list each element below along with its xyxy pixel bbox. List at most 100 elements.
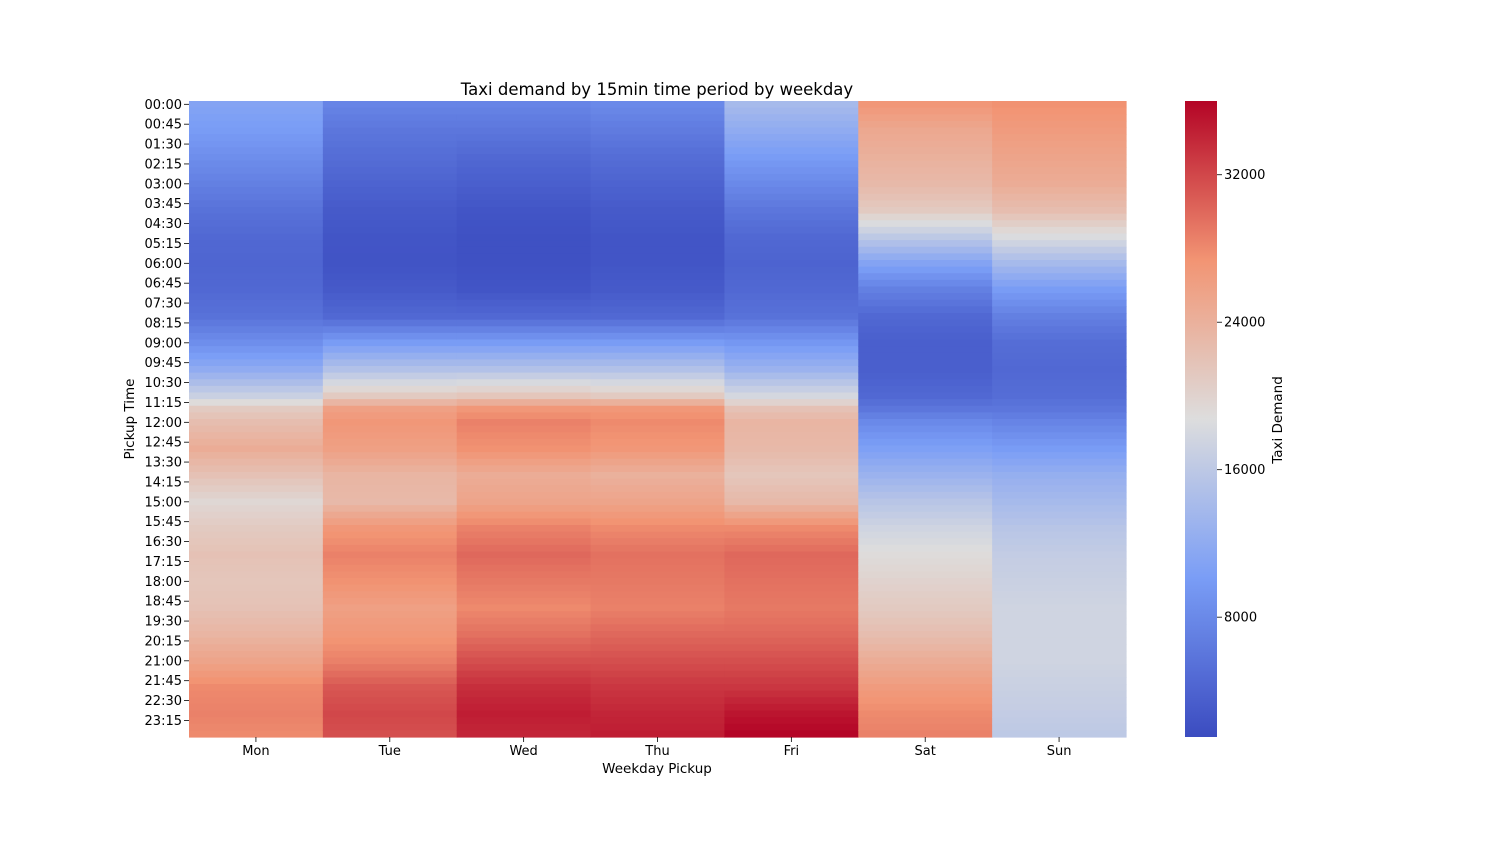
heatmap-cell <box>590 134 726 142</box>
heatmap-cell <box>590 650 726 659</box>
heatmap-cell <box>322 193 458 201</box>
heatmap-cell <box>189 385 324 394</box>
heatmap-cell <box>322 293 458 301</box>
heatmap-cell <box>858 690 993 698</box>
heatmap-cell <box>456 140 592 148</box>
heatmap-cell <box>858 432 993 440</box>
heatmap-cell <box>456 578 592 586</box>
heatmap-cell <box>456 710 592 718</box>
heatmap-cell <box>858 425 993 433</box>
heatmap-cell <box>724 584 859 592</box>
heatmap-cell <box>724 472 859 480</box>
heatmap-cell <box>590 438 726 447</box>
heatmap-cell <box>456 584 592 592</box>
heatmap-cell <box>858 352 993 360</box>
heatmap-cell <box>992 226 1127 235</box>
heatmap-cell <box>858 319 993 327</box>
heatmap-cell <box>992 425 1127 433</box>
heatmap-cell <box>858 611 993 619</box>
heatmap-cell <box>724 525 859 533</box>
heatmap-cell <box>456 425 592 433</box>
heatmap-cell <box>322 505 458 513</box>
heatmap-cell <box>189 710 324 718</box>
heatmap-cell <box>858 438 993 447</box>
heatmap-cell <box>189 372 324 380</box>
heatmap-cell <box>724 273 859 281</box>
heatmap-cell <box>322 213 458 221</box>
heatmap-cell <box>858 372 993 380</box>
heatmap-cell <box>858 147 993 155</box>
heatmap-cell <box>590 637 726 645</box>
heatmap-cell <box>590 392 726 400</box>
heatmap-cell <box>322 465 458 473</box>
heatmap-cell <box>992 147 1127 155</box>
heatmap-cell <box>590 160 726 168</box>
heatmap-cell <box>590 631 726 639</box>
colorbar-tick-label: 16000 <box>1224 463 1265 478</box>
heatmap-cell <box>858 167 993 175</box>
heatmap-cell <box>456 432 592 440</box>
heatmap-cell <box>322 200 458 208</box>
heatmap-cell <box>189 584 324 592</box>
heatmap-cell <box>590 240 726 248</box>
colorbar: 8000 16000 24000 32000 Taxi Demand <box>1185 101 1286 737</box>
heatmap-cell <box>992 723 1127 731</box>
heatmap-cell <box>858 465 993 473</box>
heatmap-cell <box>189 511 324 519</box>
heatmap-cell <box>189 611 324 619</box>
heatmap-cell <box>322 438 458 447</box>
heatmap-cell <box>456 392 592 400</box>
heatmap-cell <box>724 187 859 195</box>
heatmap-cell <box>858 279 993 288</box>
heatmap-cell <box>322 266 458 274</box>
heatmap-cell <box>992 352 1127 360</box>
heatmap-cell <box>858 511 993 519</box>
heatmap-cell <box>322 564 458 572</box>
heatmap-cell <box>992 419 1127 427</box>
heatmap-cell <box>590 551 726 559</box>
heatmap-cell <box>858 458 993 466</box>
heatmap-cell <box>590 372 726 380</box>
heatmap-cell <box>189 631 324 639</box>
heatmap-cell <box>590 690 726 698</box>
heatmap-cell <box>322 478 458 486</box>
heatmap-cell <box>858 703 993 712</box>
heatmap-cell <box>456 452 592 460</box>
y-tick-label: 16:30 <box>145 535 182 550</box>
heatmap-cell <box>189 213 324 221</box>
heatmap-cell <box>992 644 1127 652</box>
heatmap-cell <box>456 730 592 738</box>
heatmap-cell <box>724 101 859 109</box>
heatmap-cell <box>322 140 458 148</box>
heatmap-cell <box>456 220 592 228</box>
heatmap-cell <box>724 339 859 347</box>
heatmap-cell <box>724 306 859 314</box>
heatmap-cell <box>858 173 993 182</box>
heatmap-cell <box>456 670 592 678</box>
heatmap-cell <box>858 571 993 579</box>
heatmap-cell <box>189 531 324 539</box>
heatmap-cell <box>189 200 324 208</box>
heatmap-cell <box>590 478 726 486</box>
x-tick-label: Sun <box>1047 744 1072 759</box>
heatmap-cell <box>724 452 859 460</box>
heatmap-cell <box>322 306 458 314</box>
heatmap-cell <box>858 485 993 493</box>
heatmap-cell <box>189 657 324 665</box>
heatmap-cell <box>992 134 1127 142</box>
heatmap-cell <box>456 226 592 235</box>
heatmap-cell <box>724 160 859 168</box>
heatmap-cell <box>322 286 458 294</box>
heatmap-cell <box>322 134 458 142</box>
heatmap-cell <box>724 664 859 672</box>
heatmap-cell <box>992 525 1127 533</box>
heatmap-cell <box>992 710 1127 718</box>
heatmap-cell <box>858 558 993 566</box>
colorbar-tick-label: 8000 <box>1224 611 1257 626</box>
heatmap-cell <box>189 578 324 586</box>
heatmap-cell <box>456 637 592 645</box>
heatmap-cell <box>992 684 1127 692</box>
heatmap-cell <box>322 425 458 433</box>
heatmap-cell <box>858 293 993 301</box>
heatmap-cell <box>322 246 458 254</box>
